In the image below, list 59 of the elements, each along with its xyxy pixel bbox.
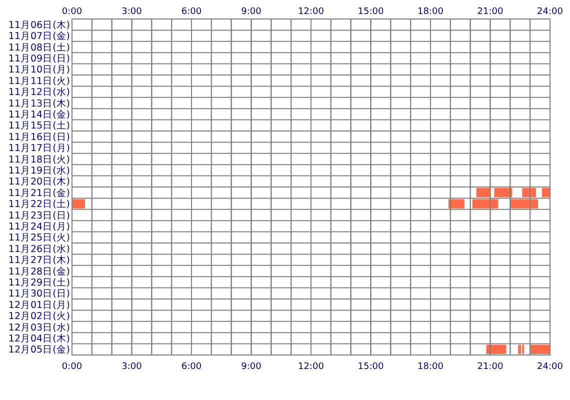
y-tick-label: 11月25日(火) <box>8 232 70 244</box>
x2-tick-label: 24:00 <box>537 362 564 372</box>
y-tick-label: 12月01日(月) <box>8 300 70 311</box>
y-tick-label: 11月12日(水) <box>8 86 70 98</box>
y-tick-label: 11月13日(木) <box>8 97 70 110</box>
y-tick-label: 12月04日(木) <box>8 332 70 345</box>
x-tick-label: 0:00 <box>62 7 82 17</box>
bar <box>522 188 536 198</box>
y-tick-label: 11月29日(土) <box>8 276 70 289</box>
x2-tick-label: 15:00 <box>358 362 384 372</box>
y-tick-label: 11月28日(金) <box>8 265 70 278</box>
y-tick-label: 11月06日(木) <box>8 18 70 31</box>
bar <box>472 199 498 208</box>
x-tick-label: 15:00 <box>358 7 384 17</box>
y-tick-label: 11月21日(金) <box>8 186 70 199</box>
y-tick-label: 11月11日(火) <box>8 74 70 87</box>
x2-tick-label: 6:00 <box>181 362 202 372</box>
bar <box>530 344 550 354</box>
bar <box>542 188 550 198</box>
y-tick-label: 11月27日(木) <box>8 254 70 266</box>
x-tick-label: 24:00 <box>537 7 564 17</box>
y-tick-label: 11月23日(日) <box>8 210 70 222</box>
x-tick-label: 9:00 <box>241 7 262 17</box>
x2-tick-label: 9:00 <box>241 362 262 372</box>
x2-tick-label: 0:00 <box>62 362 82 372</box>
y-tick-label: 11月20日(木) <box>8 176 70 188</box>
y-tick-label: 11月22日(土) <box>8 198 70 210</box>
bar <box>476 188 490 198</box>
y-tick-label: 11月15日(土) <box>8 120 70 132</box>
y-tick-label: 11月10日(月) <box>8 64 70 76</box>
y-tick-label: 11月08日(土) <box>8 41 70 54</box>
y-tick-label: 11月07日(金) <box>8 30 70 42</box>
y-tick-label: 12月05日(金) <box>8 344 70 356</box>
bar <box>72 199 85 208</box>
y-tick-label: 11月09日(日) <box>8 54 70 65</box>
y-tick-label: 11月24日(月) <box>8 222 70 233</box>
x-tick-label: 3:00 <box>122 7 142 17</box>
bar <box>494 188 512 198</box>
x-tick-label: 18:00 <box>418 7 444 17</box>
y-tick-label: 11月19日(水) <box>8 164 70 177</box>
y-tick-label: 11月16日(日) <box>8 132 70 143</box>
x-tick-label: 12:00 <box>298 7 324 17</box>
x2-tick-label: 18:00 <box>418 362 444 372</box>
bar <box>448 199 464 208</box>
y-tick-label: 11月30日(日) <box>8 288 70 300</box>
y-tick-label: 11月17日(月) <box>8 143 70 154</box>
x-tick-label: 21:00 <box>477 7 504 17</box>
x-tick-label: 6:00 <box>181 7 202 17</box>
bar <box>486 344 506 354</box>
x2-tick-label: 21:00 <box>477 362 504 372</box>
x2-tick-label: 3:00 <box>122 362 142 372</box>
x2-tick-label: 12:00 <box>298 362 324 372</box>
y-tick-label: 12月02日(火) <box>8 310 70 322</box>
y-tick-label: 12月03日(水) <box>8 321 70 334</box>
bar <box>510 199 538 208</box>
y-tick-label: 11月26日(水) <box>8 242 70 255</box>
bar <box>518 344 522 354</box>
y-tick-label: 11月14日(金) <box>8 108 70 121</box>
y-tick-label: 11月18日(火) <box>8 153 70 166</box>
